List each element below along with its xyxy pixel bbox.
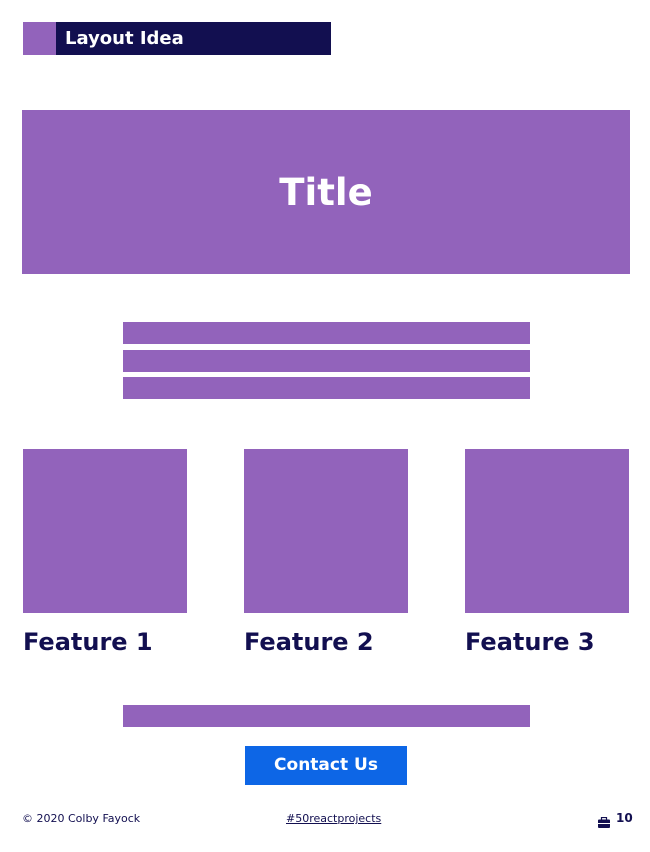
feature-2-image <box>244 449 408 613</box>
hero-title: Title <box>279 170 373 214</box>
briefcase-icon <box>598 813 610 828</box>
text-placeholder-line <box>123 350 530 372</box>
text-placeholder-line <box>123 705 530 727</box>
hero-banner: Title <box>22 110 630 274</box>
feature-1-image <box>23 449 187 613</box>
page-number: 10 <box>616 811 633 825</box>
feature-2-label: Feature 2 <box>244 628 374 656</box>
footer-copyright: © 2020 Colby Fayock <box>22 812 141 825</box>
text-placeholder-line <box>123 322 530 344</box>
header-accent-block <box>23 22 56 55</box>
footer-hashtag-link[interactable]: #50reactprojects <box>286 812 382 825</box>
feature-3-image <box>465 449 629 613</box>
feature-1-label: Feature 1 <box>23 628 153 656</box>
contact-us-button[interactable]: Contact Us <box>245 746 407 785</box>
feature-3-label: Feature 3 <box>465 628 595 656</box>
page-header-title: Layout Idea <box>56 22 331 55</box>
text-placeholder-line <box>123 377 530 399</box>
